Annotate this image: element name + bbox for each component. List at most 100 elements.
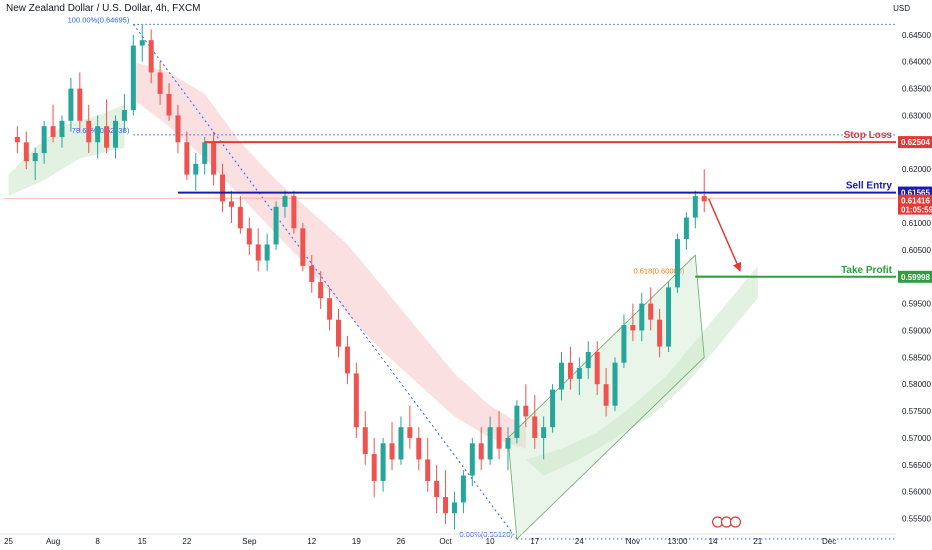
candle-body [255,244,261,261]
candle [228,190,234,223]
price-tick-label: 0.61000 [902,219,931,228]
candle [523,384,529,428]
time-tick-label: 15 [138,537,147,546]
price-tick-label: 0.56000 [902,488,931,497]
candle [371,437,377,498]
candle-body [416,437,422,460]
candle [139,24,145,62]
level-name: Stop Loss [844,130,893,141]
price-tick-label: 0.64500 [902,31,931,40]
candle-body [166,93,172,116]
time-tick-label: 25 [4,537,13,546]
candle [184,131,190,180]
candle-body [220,174,226,202]
candle [211,131,217,186]
time-tick-label: 22 [182,537,191,546]
time-tick-label: 17 [530,537,539,546]
candle [344,335,350,385]
chart-title: New Zealand Dollar / U.S. Dollar, 4h, FX… [6,3,201,14]
candle [14,126,20,154]
candle-body [612,362,618,406]
candle-body [237,206,243,229]
candle-body [130,45,136,111]
candle-body [487,427,493,460]
time-tick-label: 19 [352,537,361,546]
candle [487,416,493,465]
time-tick-label: 10 [486,537,495,546]
candle [130,34,136,116]
candle-body [318,282,324,299]
candle [701,169,707,213]
level-name: Take Profit [841,265,893,276]
candle-body [666,287,672,347]
candle-body [532,416,538,438]
level-badge-label: 0.59998 [901,273,930,282]
candle [193,153,199,191]
candle-body [585,351,591,369]
candle-body [353,373,359,428]
annotations [707,198,742,528]
candle [237,196,243,234]
currency-label: USD [893,4,910,13]
candle [496,411,502,460]
candle-body [68,88,74,121]
candle-body [211,142,217,175]
candle [603,368,609,417]
candle [336,308,341,358]
candle-body [282,196,288,207]
candle [434,464,440,514]
price-tick-label: 0.58000 [902,380,931,389]
price-tick-label: 0.56500 [902,461,931,470]
candle [175,104,181,154]
time-tick-label: 12 [307,537,316,546]
candle [639,292,645,342]
bearish-cloud [133,61,526,449]
candle [683,212,689,250]
price-tick-label: 0.64000 [902,58,931,67]
candle-body [193,163,199,175]
candle [148,29,154,84]
candle [559,351,564,401]
candle-body [148,40,154,73]
candle-body [505,437,511,449]
candle-body [469,443,475,476]
candle-body [621,325,627,363]
candle [612,357,618,412]
time-tick-label: Oct [439,537,452,546]
time-tick-label: 26 [396,537,405,546]
time-axis: 25 Aug 8 15 22 Sep 12 19 26 Oct 10 17 24 Nov 13:00 14 21… [0,533,896,546]
fib-label: 78.60%(0.62638) [72,126,130,135]
candle [77,72,83,132]
candle-body [104,126,110,148]
candle-body [398,427,404,460]
candle-body [541,427,547,438]
candle [282,190,288,218]
price-tick-label: 0.55500 [902,515,931,524]
level-badge [898,136,932,149]
candle [327,287,333,331]
candle-body [336,319,341,347]
candle-body [139,40,145,46]
candle-body [95,126,101,143]
candle-body [327,298,333,320]
candle [514,400,520,444]
candle-body [380,443,386,481]
candle-body [121,110,127,121]
price-tick-label: 0.58500 [902,353,931,362]
candle [469,437,475,487]
candle-body [701,196,707,202]
candle [407,405,413,449]
candle-body [14,136,20,143]
candle-body [657,319,663,347]
candle [318,271,324,309]
candle-body [246,228,252,245]
fib-trend-line [132,24,518,540]
candle [104,99,110,154]
candle-body [496,427,502,449]
candle [532,394,538,449]
candle [648,287,654,331]
candle [59,115,65,148]
candle-body [648,303,654,320]
candle [121,93,127,132]
